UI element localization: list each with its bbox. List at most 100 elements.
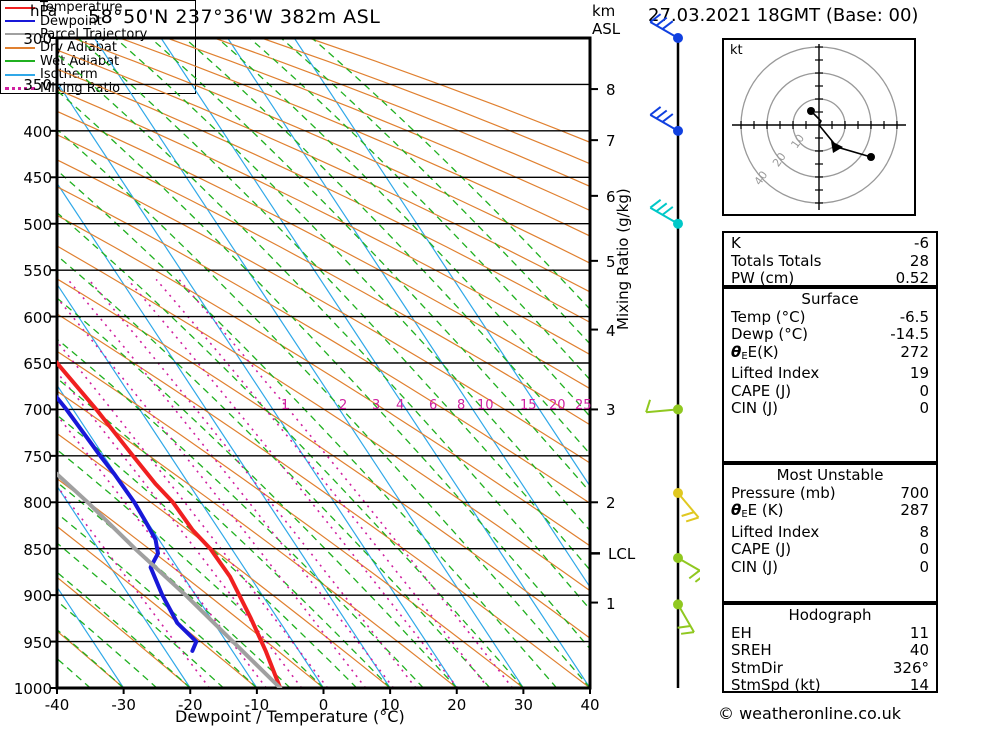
stat-row: Pressure (mb) 700 — [724, 483, 936, 503]
svg-text:40: 40 — [752, 169, 771, 188]
mixing-ratio-value-label: 1 — [281, 398, 290, 413]
hodograph-stats-panel: Hodograph EH 11 SREH 40 StmDir 326° StmSpd (kt)… — [722, 603, 938, 695]
stat-value: -6.5 — [899, 307, 929, 326]
stat-row: θEE (K) 287 — [724, 501, 936, 524]
temperature-tick-label: 30 — [513, 696, 533, 714]
stat-label: PW (cm) — [731, 269, 795, 287]
pressure-tick-label: 700 — [23, 401, 52, 420]
stat-row: StmDir 326° — [724, 658, 936, 678]
stat-row: CAPE (J) 0 — [724, 381, 936, 401]
stat-label: StmDir — [731, 658, 783, 677]
stat-label: θEE(K) — [731, 342, 779, 362]
stat-label: CIN (J) — [731, 557, 779, 576]
svg-text:10: 10 — [788, 132, 807, 151]
stat-label: Lifted Index — [731, 364, 820, 382]
stat-label: StmSpd (kt) — [731, 676, 821, 694]
stat-row: CIN (J) 0 — [724, 399, 936, 418]
temperature-tick-label: 10 — [380, 696, 400, 714]
stat-row: Lifted Index 19 — [724, 364, 936, 383]
surface-parcel-panel: Surface Temp (°C) -6.5 Dewp (°C) -14.5 θEE(K)… — [722, 287, 938, 463]
stat-label: Totals Totals — [731, 251, 822, 270]
height-unit-label: km — [592, 2, 616, 20]
pressure-tick-label: 900 — [23, 587, 52, 606]
stat-row: K -6 — [724, 234, 936, 253]
temperature-tick-label: 40 — [580, 696, 600, 714]
height-tick-label: 5 — [606, 252, 616, 271]
stat-value: 0 — [919, 399, 929, 417]
stat-label: K — [731, 234, 741, 252]
stat-row: Totals Totals 28 — [724, 251, 936, 271]
stat-value: 11 — [909, 623, 929, 642]
legend-item-isotherm: Isotherm — [1, 68, 195, 81]
stat-label: Pressure (mb) — [731, 483, 836, 502]
stat-label: CAPE (J) — [731, 381, 792, 400]
stat-row: CIN (J) 0 — [724, 557, 936, 577]
stat-row: PW (cm) 0.52 — [724, 269, 936, 288]
mixing-ratio-value-label: 3 — [372, 398, 381, 413]
stat-value: 14 — [909, 676, 929, 694]
stat-row: CAPE (J) 0 — [724, 540, 936, 559]
model-run-title: 27.03.2021 18GMT (Base: 00) — [648, 5, 919, 26]
stat-label: θEE (K) — [731, 501, 784, 520]
stat-row: StmSpd (kt) 14 — [724, 676, 936, 695]
most-unstable-panel: Most Unstable Pressure (mb) 700 θEE (K) 287 L… — [722, 463, 938, 603]
stat-label: CAPE (J) — [731, 540, 792, 558]
legend-item-label: Isotherm — [40, 67, 98, 83]
legend-swatch-icon — [5, 73, 35, 76]
kinematics-panel: K -6 Totals Totals 28 PW (cm) 0.52 — [722, 231, 938, 287]
temperature-tick-label: -20 — [178, 696, 203, 714]
height-tick-label: 8 — [606, 81, 616, 100]
stat-label: SREH — [731, 641, 772, 659]
pressure-tick-label: 850 — [23, 540, 52, 559]
pressure-tick-label: 300 — [23, 30, 52, 48]
stat-value: 0.52 — [895, 269, 929, 287]
legend-item-wet-adiabat: Wet Adiabat — [1, 55, 195, 68]
skewt-diagram — [50, 13, 700, 694]
stat-value: -14.5 — [890, 325, 929, 343]
height-tick-label: 4 — [606, 321, 616, 340]
stat-value: 700 — [900, 483, 929, 502]
pressure-unit-label: hPa — [30, 2, 58, 20]
pressure-tick-label: 550 — [23, 262, 52, 281]
legend-item-temperature: Temperature — [1, 1, 195, 14]
pressure-tick-label: 450 — [23, 169, 52, 188]
mixing-ratio-value-label: 4 — [396, 398, 405, 413]
pressure-tick-label: 500 — [23, 215, 52, 234]
stat-row: θEE(K) 272 — [724, 342, 936, 366]
stat-row: Temp (°C) -6.5 — [724, 307, 936, 327]
stat-value: 40 — [909, 641, 929, 659]
stat-value: 8 — [919, 522, 929, 541]
pressure-tick-label: 1000 — [13, 680, 52, 698]
mixing-ratio-value-label: 6 — [429, 398, 438, 413]
svg-text:20: 20 — [770, 150, 789, 169]
temperature-tick-label: -40 — [44, 696, 70, 714]
stat-value: -6 — [914, 234, 929, 252]
pressure-tick-label: 650 — [23, 355, 52, 373]
stat-label: EH — [731, 623, 752, 642]
height-unit-asl-label: ASL — [592, 20, 621, 38]
mixing-ratio-value-label: 15 — [520, 398, 537, 413]
height-tick-label: 2 — [606, 494, 616, 513]
stat-row: Lifted Index 8 — [724, 522, 936, 542]
temperature-tick-label: -30 — [111, 696, 136, 714]
mixing-ratio-value-label: 8 — [457, 398, 466, 413]
stat-row: SREH 40 — [724, 641, 936, 660]
stat-label: Dewp (°C) — [731, 325, 809, 343]
legend-swatch-icon — [5, 86, 35, 90]
temperature-tick-label: 0 — [318, 696, 329, 714]
legend-item-label: Temperature — [40, 0, 123, 16]
stat-label: Lifted Index — [731, 522, 820, 541]
pressure-tick-label: 600 — [23, 308, 52, 327]
legend-item-label: Dewpoint — [40, 13, 102, 29]
stat-value: 0 — [919, 540, 929, 558]
legend-swatch-icon — [5, 6, 35, 9]
pressure-tick-label: 350 — [23, 76, 52, 95]
temperature-tick-label: -10 — [244, 696, 270, 714]
height-tick-label: 1 — [606, 594, 616, 613]
mixing-ratio-value-label: 2 — [339, 398, 348, 413]
hodograph-unit-label: kt — [730, 43, 743, 58]
stat-value: 272 — [900, 342, 929, 361]
x-axis-title: Dewpoint / Temperature (°C) — [175, 707, 405, 726]
stat-label: CIN (J) — [731, 399, 779, 417]
stat-value: 287 — [900, 501, 929, 519]
